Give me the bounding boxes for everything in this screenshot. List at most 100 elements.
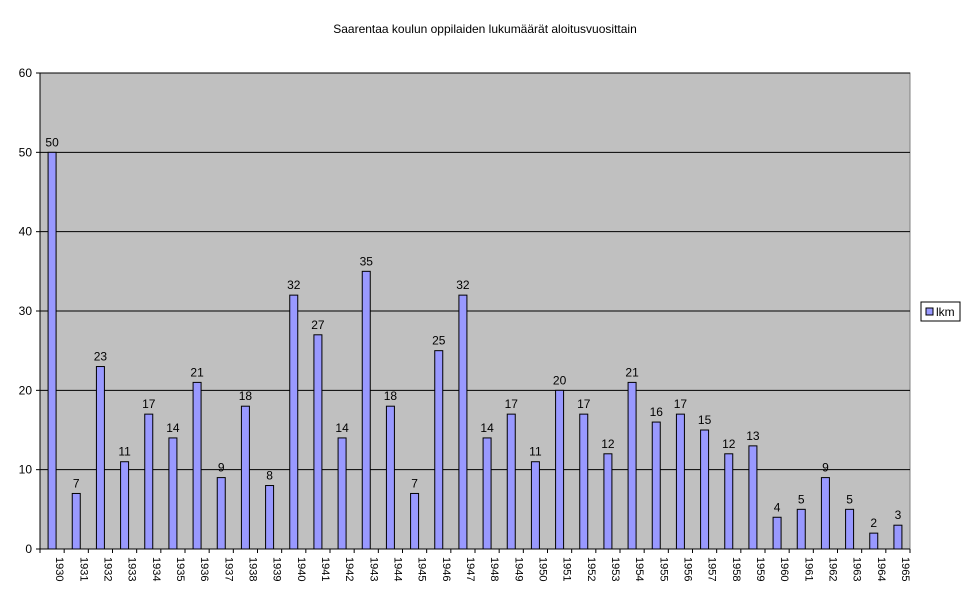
data-label-1930: 50 — [45, 135, 59, 149]
bar-1935 — [168, 437, 178, 550]
x-tick-label-1947: 1947 — [464, 557, 476, 581]
bar-1955 — [651, 421, 661, 550]
bar-1931 — [71, 492, 81, 550]
y-tick-label: 20 — [19, 383, 33, 397]
bar-1957 — [700, 429, 710, 550]
legend-swatch — [925, 307, 934, 316]
bar-1954 — [627, 381, 637, 550]
x-tick-label-1939: 1939 — [271, 557, 283, 581]
bar-1936 — [192, 381, 202, 550]
data-label-1962: 9 — [822, 461, 829, 475]
x-tick-label-1941: 1941 — [319, 557, 331, 581]
bar-1941 — [313, 334, 323, 550]
bar-1961 — [796, 508, 806, 550]
chart-title: Saarentaa koulun oppilaiden lukumäärät a… — [333, 22, 637, 36]
x-tick-label-1957: 1957 — [706, 557, 718, 581]
x-tick-label-1954: 1954 — [633, 557, 645, 581]
data-label-1955: 16 — [650, 405, 664, 419]
data-label-1937: 9 — [218, 461, 225, 475]
x-tick-label-1944: 1944 — [391, 557, 403, 581]
x-tick-label-1951: 1951 — [561, 557, 573, 581]
bar-1947 — [458, 294, 468, 550]
x-tick-label-1963: 1963 — [851, 557, 863, 581]
data-label-1936: 21 — [190, 365, 204, 379]
data-label-1951: 20 — [553, 373, 567, 387]
x-tick-label-1955: 1955 — [657, 557, 669, 581]
bar-1939 — [265, 485, 275, 550]
data-label-1964: 2 — [870, 516, 877, 530]
bar-1933 — [120, 461, 130, 550]
data-label-1941: 27 — [311, 318, 325, 332]
x-tick-label-1961: 1961 — [802, 557, 814, 581]
data-label-1957: 15 — [698, 413, 712, 427]
bars — [47, 151, 903, 550]
bar-1938 — [240, 405, 250, 550]
x-tick-label-1937: 1937 — [222, 557, 234, 581]
data-label-1952: 17 — [577, 397, 591, 411]
data-label-1950: 11 — [529, 445, 542, 459]
bar-1951 — [555, 389, 565, 550]
x-tick-label-1949: 1949 — [512, 557, 524, 581]
x-tick-label-1959: 1959 — [754, 557, 766, 581]
bar-1965 — [893, 524, 903, 550]
bar-1943 — [361, 270, 371, 550]
data-label-1949: 17 — [505, 397, 519, 411]
bar-1949 — [506, 413, 516, 550]
bar-1930 — [47, 151, 57, 550]
bar-1937 — [216, 477, 226, 550]
bar-1952 — [579, 413, 589, 550]
x-tick-label-1956: 1956 — [681, 557, 693, 581]
legend-box — [920, 301, 961, 322]
x-tick-label-1958: 1958 — [730, 557, 742, 581]
x-tick-label-1938: 1938 — [246, 557, 258, 581]
data-labels: 5072311171421918832271435187253214171120… — [45, 135, 901, 530]
data-label-1940: 32 — [287, 278, 301, 292]
data-label-1933: 11 — [118, 445, 131, 459]
data-label-1960: 4 — [774, 500, 781, 514]
x-tick-label-1952: 1952 — [585, 557, 597, 581]
y-tick-label: 30 — [19, 304, 33, 318]
data-label-1935: 14 — [166, 421, 180, 435]
data-label-1953: 12 — [601, 437, 615, 451]
bar-1948 — [482, 437, 492, 550]
x-axis: 1930 1931 1932 1933 1934 1935 1936 1937 1938 1939… — [39, 548, 911, 581]
data-label-1959: 13 — [746, 429, 760, 443]
data-label-1954: 21 — [625, 365, 639, 379]
x-tick-label-1962: 1962 — [826, 557, 838, 581]
data-label-1939: 8 — [266, 469, 273, 483]
x-tick-label-1942: 1942 — [343, 557, 355, 581]
bar-1956 — [675, 413, 685, 550]
data-label-1965: 3 — [895, 508, 902, 522]
data-label-1932: 23 — [94, 350, 108, 364]
bar-1944 — [385, 405, 395, 550]
bar-1962 — [820, 477, 830, 550]
x-tick-label-1945: 1945 — [416, 557, 428, 581]
y-axis: 0 10 20 30 40 50 60 — [19, 66, 41, 556]
legend-label: lkm — [936, 305, 955, 319]
x-tick-label-1948: 1948 — [488, 557, 500, 581]
y-tick-label: 10 — [19, 463, 33, 477]
data-label-1947: 32 — [456, 278, 470, 292]
data-label-1943: 35 — [360, 254, 374, 268]
x-tick-label-1950: 1950 — [536, 557, 548, 581]
y-tick-label: 50 — [19, 145, 33, 159]
x-tick-label-1953: 1953 — [609, 557, 621, 581]
x-tick-label-1930: 1930 — [53, 557, 65, 581]
data-label-1938: 18 — [239, 389, 253, 403]
x-tick-label-1935: 1935 — [174, 557, 186, 581]
y-tick-label: 60 — [19, 66, 33, 80]
y-tick-label: 0 — [25, 542, 32, 556]
data-label-1956: 17 — [674, 397, 688, 411]
data-label-1934: 17 — [142, 397, 156, 411]
x-tick-label-1940: 1940 — [295, 557, 307, 581]
y-tick-label: 40 — [19, 225, 33, 239]
x-tick-label-1964: 1964 — [875, 557, 887, 581]
x-tick-label-1931: 1931 — [77, 557, 89, 581]
x-tick-label-1932: 1932 — [101, 557, 113, 581]
bar-1942 — [337, 437, 347, 550]
x-tick-label-1936: 1936 — [198, 557, 210, 581]
x-tick-label-1934: 1934 — [150, 557, 162, 581]
bar-1940 — [289, 294, 299, 550]
data-label-1958: 12 — [722, 437, 736, 451]
